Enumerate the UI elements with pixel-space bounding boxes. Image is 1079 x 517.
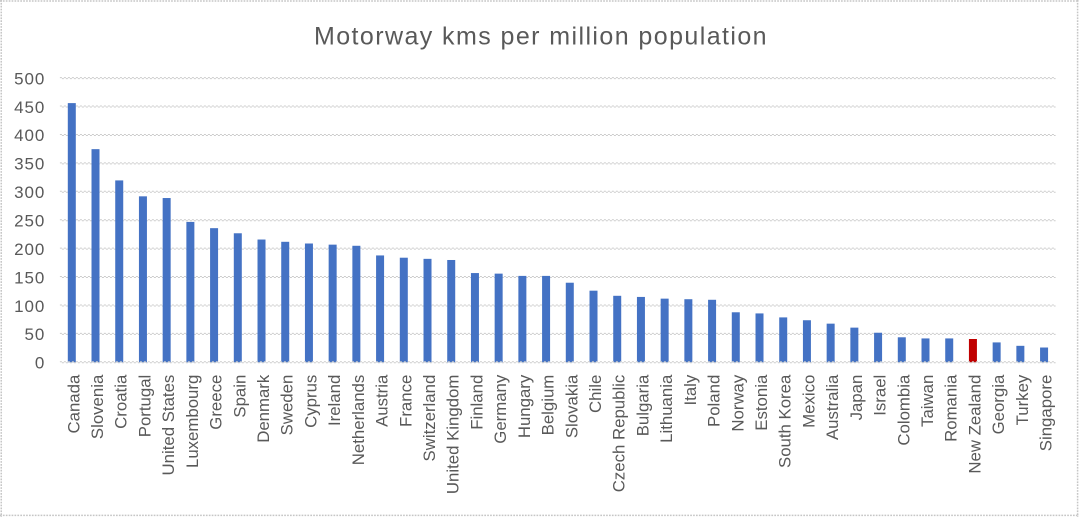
svg-text:250: 250 bbox=[14, 212, 45, 231]
svg-text:400: 400 bbox=[14, 126, 45, 145]
svg-text:300: 300 bbox=[14, 183, 45, 202]
svg-text:450: 450 bbox=[14, 98, 45, 117]
svg-text:Mexico: Mexico bbox=[799, 375, 818, 428]
svg-text:Slovakia: Slovakia bbox=[562, 374, 581, 438]
svg-text:Israel: Israel bbox=[871, 375, 890, 416]
svg-text:Spain: Spain bbox=[230, 375, 249, 418]
svg-text:Slovenia: Slovenia bbox=[88, 374, 107, 439]
svg-text:Turkey: Turkey bbox=[1013, 374, 1032, 425]
svg-text:Norway: Norway bbox=[728, 374, 747, 431]
svg-text:Switzerland: Switzerland bbox=[420, 375, 439, 462]
svg-text:Germany: Germany bbox=[491, 374, 510, 444]
svg-text:Chile: Chile bbox=[586, 375, 605, 413]
svg-text:Denmark: Denmark bbox=[254, 374, 273, 443]
svg-text:150: 150 bbox=[14, 268, 45, 287]
svg-text:United Kingdom: United Kingdom bbox=[444, 375, 463, 494]
svg-text:Australia: Australia bbox=[823, 374, 842, 440]
svg-text:Belgium: Belgium bbox=[539, 375, 558, 436]
svg-text:Sweden: Sweden bbox=[278, 375, 297, 436]
svg-text:United States: United States bbox=[159, 375, 178, 476]
svg-text:Austria: Austria bbox=[373, 374, 392, 427]
svg-text:Italy: Italy bbox=[681, 374, 700, 405]
svg-text:350: 350 bbox=[14, 155, 45, 174]
svg-text:Luxembourg: Luxembourg bbox=[183, 375, 202, 468]
svg-text:Hungary: Hungary bbox=[515, 374, 534, 438]
svg-text:50: 50 bbox=[24, 325, 45, 344]
svg-text:Taiwan: Taiwan bbox=[918, 375, 937, 427]
svg-text:Lithuania: Lithuania bbox=[657, 374, 676, 443]
svg-text:Greece: Greece bbox=[207, 375, 226, 430]
svg-text:France: France bbox=[396, 375, 415, 427]
svg-text:Ireland: Ireland bbox=[325, 375, 344, 426]
svg-text:Czech Republic: Czech Republic bbox=[610, 375, 629, 493]
svg-text:Portugal: Portugal bbox=[135, 375, 154, 438]
svg-text:Romania: Romania bbox=[942, 374, 961, 442]
svg-text:Netherlands: Netherlands bbox=[349, 375, 368, 466]
svg-text:Canada: Canada bbox=[64, 374, 83, 433]
svg-text:Poland: Poland bbox=[705, 375, 724, 427]
svg-text:Japan: Japan bbox=[847, 375, 866, 421]
svg-text:0: 0 bbox=[35, 354, 45, 373]
svg-text:Motorway kms per million popul: Motorway kms per million population bbox=[314, 23, 768, 51]
svg-text:Estonia: Estonia bbox=[752, 374, 771, 431]
svg-text:500: 500 bbox=[14, 69, 45, 88]
svg-text:100: 100 bbox=[14, 297, 45, 316]
svg-text:200: 200 bbox=[14, 240, 45, 259]
svg-text:South Korea: South Korea bbox=[776, 374, 795, 468]
svg-text:Finland: Finland bbox=[467, 375, 486, 430]
svg-text:Croatia: Croatia bbox=[112, 374, 131, 429]
svg-text:Singapore: Singapore bbox=[1037, 375, 1056, 452]
svg-text:Georgia: Georgia bbox=[989, 374, 1008, 434]
svg-text:Bulgaria: Bulgaria bbox=[633, 374, 652, 436]
svg-text:Colombia: Colombia bbox=[894, 374, 913, 446]
svg-text:New Zealand: New Zealand bbox=[965, 375, 984, 474]
svg-text:Cyprus: Cyprus bbox=[301, 375, 320, 428]
